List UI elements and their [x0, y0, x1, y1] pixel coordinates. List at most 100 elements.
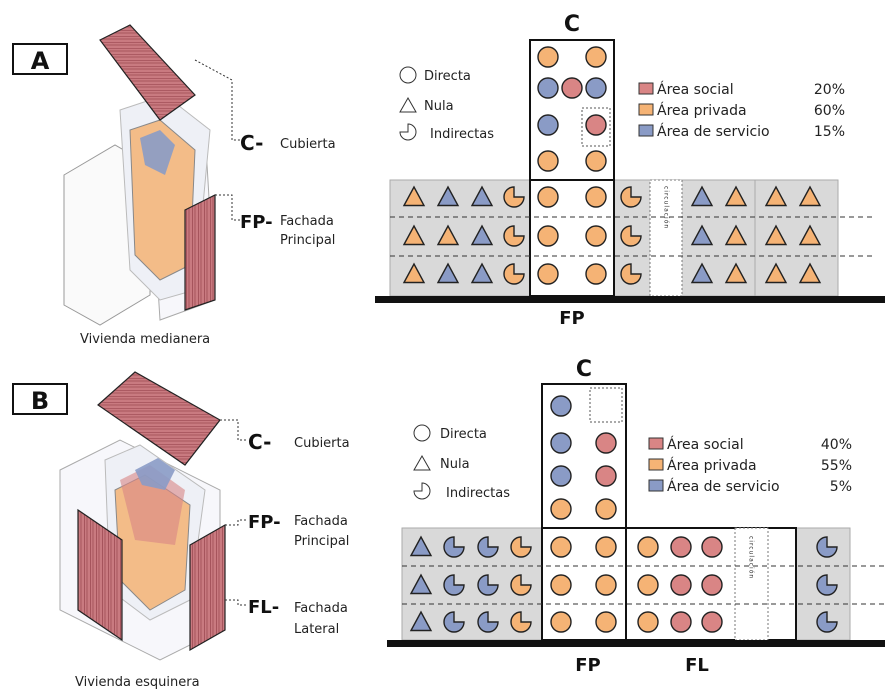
directa-symbol-privada — [537, 186, 559, 208]
directa-symbol-privada — [595, 498, 617, 520]
indirecta-symbol-servicio — [816, 574, 838, 596]
legend-a-area-2: Área de servicio — [657, 123, 770, 140]
plan-b-bottom-label-fl: FL — [685, 655, 709, 676]
nula-symbol-privada — [798, 262, 822, 284]
indirecta-symbol-privada — [503, 225, 525, 247]
iso-a-roof — [99, 24, 196, 121]
nula-symbol-privada — [724, 262, 748, 284]
nula-symbol-privada — [764, 224, 788, 246]
legend-a-pacman-icon — [399, 123, 417, 141]
legend-b-swatch-servicio — [648, 479, 664, 492]
legend-b-area-1: Área privada — [667, 457, 757, 474]
directa-symbol-servicio — [550, 395, 572, 417]
directa-symbol-privada — [550, 611, 572, 633]
legend-a-pct-0: 20% — [814, 82, 845, 98]
nula-symbol-privada — [402, 185, 426, 207]
iso-a-leader-fp — [215, 194, 240, 221]
plan-b-ground — [387, 640, 885, 647]
legend-a-swatch-social — [638, 82, 654, 95]
legend-b-triangle-icon — [413, 454, 431, 471]
legend-a-swatch-privada — [638, 103, 654, 116]
indirecta-symbol-privada — [620, 225, 642, 247]
nula-symbol-privada — [764, 262, 788, 284]
plan-b-bottom-label-fp: FP — [575, 655, 601, 676]
directa-symbol-privada — [637, 536, 659, 558]
indirecta-symbol-servicio — [477, 536, 499, 558]
indirecta-symbol-servicio — [443, 611, 465, 633]
legend-a-area-1: Área privada — [657, 102, 747, 119]
legend-a: Directa Nula Indirectas Área social Área… — [399, 66, 845, 142]
legend-a-pct-1: 60% — [814, 103, 845, 119]
directa-symbol-social — [701, 536, 723, 558]
directa-symbol-privada — [537, 150, 559, 172]
badge-a-box — [12, 43, 68, 75]
nula-symbol-privada — [436, 224, 460, 246]
directa-symbol-privada — [585, 225, 607, 247]
iso-b-fl-code: FL- — [248, 597, 279, 618]
directa-symbol-privada — [550, 574, 572, 596]
nula-symbol-servicio — [470, 224, 494, 246]
nula-symbol-servicio — [470, 185, 494, 207]
iso-drawing-a — [63, 24, 240, 326]
directa-symbol-social — [595, 432, 617, 454]
iso-b-leader-fl — [225, 599, 246, 606]
directa-symbol-privada — [595, 574, 617, 596]
nula-symbol-servicio — [409, 535, 433, 557]
directa-symbol-servicio — [537, 77, 559, 99]
plan-a-ground — [375, 296, 885, 303]
iso-b-leader-c — [220, 419, 246, 441]
nula-symbol-servicio — [690, 224, 714, 246]
indirecta-symbol-servicio — [477, 611, 499, 633]
indirecta-symbol-servicio — [816, 536, 838, 558]
badge-b-box — [12, 383, 68, 415]
legend-b-area-2: Área de servicio — [667, 478, 780, 495]
plan-a — [375, 39, 885, 303]
directa-symbol-social — [701, 611, 723, 633]
legend-b-pct-1: 55% — [821, 458, 852, 474]
legend-b-swatch-social — [648, 437, 664, 450]
iso-b-fp-label1: Fachada — [294, 514, 348, 529]
indirecta-symbol-servicio — [477, 574, 499, 596]
legend-a-area-0: Área social — [657, 81, 734, 98]
legend-b-sym-1: Nula — [440, 457, 470, 472]
directa-symbol-social — [670, 574, 692, 596]
iso-b-service-core — [135, 458, 175, 490]
directa-symbol-privada — [537, 46, 559, 68]
indirecta-symbol-privada — [510, 574, 532, 596]
iso-b-facade-lateral — [189, 523, 226, 652]
plan-a-symbols — [402, 46, 822, 285]
indirecta-symbol-privada — [503, 263, 525, 285]
panel-a: A C- Cubierta FP- Fachada Principal Vivi… — [12, 12, 885, 347]
directa-symbol-social — [670, 536, 692, 558]
nula-symbol-privada — [798, 185, 822, 207]
iso-a-caption: Vivienda medianera — [80, 332, 210, 347]
nula-symbol-servicio — [409, 573, 433, 595]
directa-symbol-privada — [585, 46, 607, 68]
iso-b-c-code: C- — [248, 430, 271, 454]
directa-symbol-social — [585, 114, 607, 136]
directa-symbol-servicio — [585, 77, 607, 99]
badge-a-text: A — [31, 47, 50, 75]
nula-symbol-servicio — [690, 185, 714, 207]
directa-symbol-servicio — [550, 465, 572, 487]
directa-symbol-privada — [637, 611, 659, 633]
badge-b-text: B — [31, 387, 49, 415]
iso-b-caption: Vivienda esquinera — [75, 675, 200, 690]
iso-b-leader-fp — [225, 519, 246, 526]
plan-b-void — [589, 387, 623, 423]
legend-b-swatch-privada — [648, 458, 664, 471]
iso-a-fp-code: FP- — [240, 212, 273, 233]
directa-symbol-social — [701, 574, 723, 596]
plan-b — [387, 383, 885, 647]
indirecta-symbol-privada — [510, 536, 532, 558]
directa-symbol-privada — [550, 536, 572, 558]
legend-a-sym-2: Indirectas — [430, 127, 494, 142]
plan-b-circ-label: circulación — [748, 536, 755, 579]
iso-b-fp-code: FP- — [248, 512, 281, 533]
iso-a-fp-label2: Principal — [280, 233, 335, 248]
iso-b-social-core — [120, 465, 185, 545]
legend-b-sym-2: Indirectas — [446, 486, 510, 501]
plan-b-top-label: C — [576, 357, 592, 382]
indirecta-symbol-privada — [620, 263, 642, 285]
directa-symbol-privada — [595, 611, 617, 633]
